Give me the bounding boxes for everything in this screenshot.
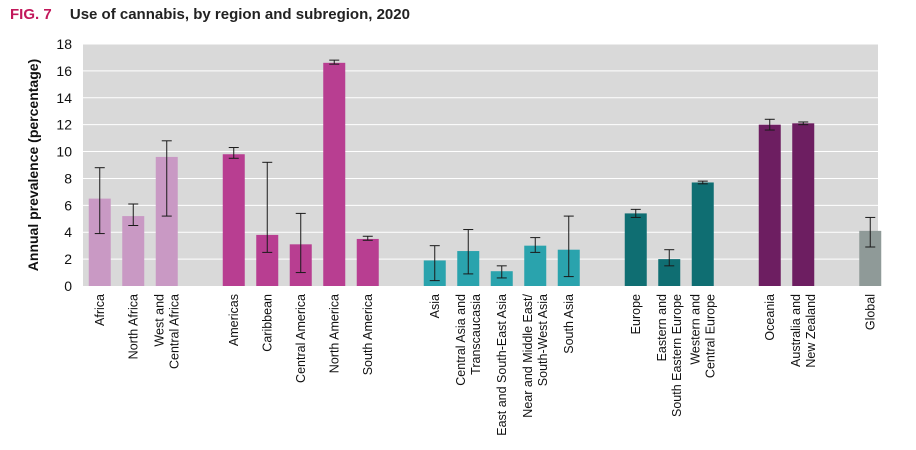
category-label: Europe [629,294,643,334]
category-label: North America [327,294,341,373]
category-label: South Eastern Europe [670,294,684,417]
figure-header: FIG. 7 Use of cannabis, by region and su… [10,6,410,23]
bar [356,238,379,286]
bar [256,234,279,286]
bar [88,198,111,286]
category-label: Central Europe [703,294,717,378]
category-labels: Africa North Africa West and Central Africa… [93,293,878,435]
y-tick-label: 0 [64,278,72,294]
bar [758,124,781,287]
gridlines [83,43,878,260]
category-label: Asia [428,294,442,318]
bar [490,271,513,286]
y-tick-label: 14 [56,90,72,106]
category-label: Americas [227,294,241,346]
category-label: Global [863,294,877,330]
bar [658,259,681,286]
y-tick-label: 2 [64,251,72,267]
y-axis-ticks: 0 2 4 6 8 10 12 14 16 18 [56,36,72,294]
bar [792,123,815,286]
y-tick-label: 18 [56,36,72,52]
category-label: Oceania [763,294,777,341]
category-label: North Africa [126,294,140,359]
bars [88,62,882,287]
category-label: Caribbean [260,294,274,352]
category-label: Australia and [789,294,803,367]
category-label: Central America [294,294,308,383]
category-label: South-West Asia [536,294,550,386]
y-tick-label: 16 [56,63,72,79]
error-bars [94,59,876,282]
category-label: South Asia [562,294,576,354]
bar [524,245,547,286]
bar [624,213,647,286]
category-label: Near and Middle East/ [521,293,535,417]
y-tick-label: 6 [64,197,72,213]
category-label: Western and [688,294,702,365]
category-label: South America [361,294,375,375]
category-label: Central Africa [167,294,181,369]
plot-background [83,44,878,286]
category-label: New Zealand [804,294,818,368]
y-tick-label: 8 [64,170,72,186]
bar [323,62,346,287]
y-tick-label: 12 [56,117,72,133]
y-axis-label: Annual prevalence (percentage) [25,59,41,271]
bar [691,182,714,286]
category-label: West and [152,294,166,347]
bar [859,230,882,286]
bar [222,154,245,286]
bar [155,156,178,286]
bar [122,216,145,286]
category-label: Transcaucasia [469,294,483,375]
category-label: East and South-East Asia [495,294,509,436]
chart-title: Use of cannabis, by region and subregion… [69,6,410,23]
category-label: Eastern and [655,294,669,361]
category-label: Central Asia and [454,294,468,386]
figure-number: FIG. 7 [10,6,52,23]
y-tick-label: 10 [56,144,72,160]
y-tick-label: 4 [64,224,72,240]
category-label: Africa [93,294,107,326]
